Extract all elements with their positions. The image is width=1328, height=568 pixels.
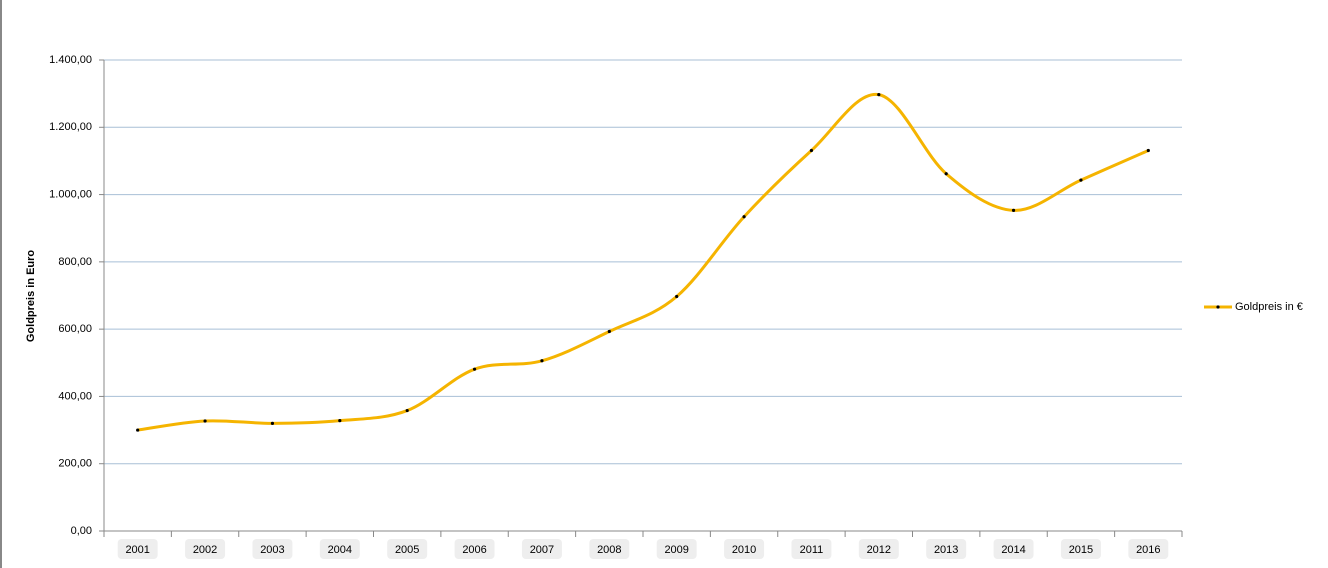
x-tick-label: 2011 bbox=[800, 544, 824, 556]
y-tick-label: 1.000,00 bbox=[49, 188, 92, 200]
y-axis-label: Goldpreis in Euro bbox=[25, 250, 37, 343]
x-tick-label: 2010 bbox=[732, 544, 756, 556]
point bbox=[877, 93, 881, 97]
x-tick-box bbox=[319, 539, 360, 559]
x-tick-box bbox=[791, 539, 832, 559]
y-tick-label: 1.200,00 bbox=[49, 121, 92, 133]
line bbox=[137, 93, 1149, 432]
point bbox=[1011, 208, 1016, 212]
legend-label: Goldpreis in € bbox=[1235, 301, 1303, 313]
x-tick-box bbox=[724, 539, 765, 559]
x-tick-label: 2005 bbox=[395, 544, 419, 556]
point bbox=[405, 408, 409, 413]
y-tick-label: 600,00 bbox=[58, 323, 92, 335]
x-tick-box bbox=[589, 539, 630, 559]
x-tick-label: 2004 bbox=[328, 544, 352, 556]
x-tick-label: 2003 bbox=[260, 544, 284, 556]
x-tick-label: 2009 bbox=[664, 544, 688, 556]
legend-marker bbox=[1216, 305, 1220, 309]
x-tick-label: 2008 bbox=[597, 544, 621, 556]
x-tick-box bbox=[656, 539, 697, 559]
point bbox=[809, 148, 814, 153]
point bbox=[540, 359, 544, 363]
x-tick-label: 2007 bbox=[530, 544, 554, 556]
point bbox=[944, 172, 948, 176]
point bbox=[472, 367, 477, 371]
y-tick-label: 400,00 bbox=[58, 390, 92, 402]
x-tick-label: 2012 bbox=[867, 544, 891, 556]
x-tick-label: 2016 bbox=[1136, 544, 1160, 556]
y-tick-label: 800,00 bbox=[58, 256, 92, 268]
x-tick-box bbox=[185, 539, 226, 559]
y-tick-label: 0,00 bbox=[71, 525, 92, 537]
x-tick-label: 2015 bbox=[1069, 544, 1093, 556]
x-tick-label: 2006 bbox=[462, 544, 486, 556]
y-tick-label: 1.400,00 bbox=[49, 54, 92, 66]
point bbox=[742, 215, 746, 219]
point bbox=[338, 419, 342, 423]
x-tick-label: 2014 bbox=[1001, 544, 1025, 556]
x-tick-box bbox=[117, 539, 158, 559]
point bbox=[203, 419, 207, 423]
x-tick-box bbox=[1060, 539, 1101, 559]
point bbox=[1079, 178, 1083, 182]
y-tick-label: 200,00 bbox=[58, 458, 92, 470]
x-tick-box bbox=[252, 539, 293, 559]
x-tick-box bbox=[454, 539, 495, 559]
x-tick-label: 2001 bbox=[125, 544, 149, 556]
x-tick-box bbox=[1128, 539, 1169, 559]
x-tick-box bbox=[858, 539, 899, 559]
x-tick-label: 2002 bbox=[193, 544, 217, 556]
x-tick-label: 2013 bbox=[934, 544, 958, 556]
point bbox=[607, 329, 611, 334]
x-tick-box bbox=[387, 539, 428, 559]
x-tick-box bbox=[993, 539, 1034, 559]
point bbox=[675, 294, 679, 299]
point bbox=[136, 428, 140, 432]
point bbox=[1146, 148, 1150, 153]
x-tick-box bbox=[521, 539, 562, 559]
x-tick-box bbox=[926, 539, 967, 559]
point bbox=[270, 421, 275, 425]
